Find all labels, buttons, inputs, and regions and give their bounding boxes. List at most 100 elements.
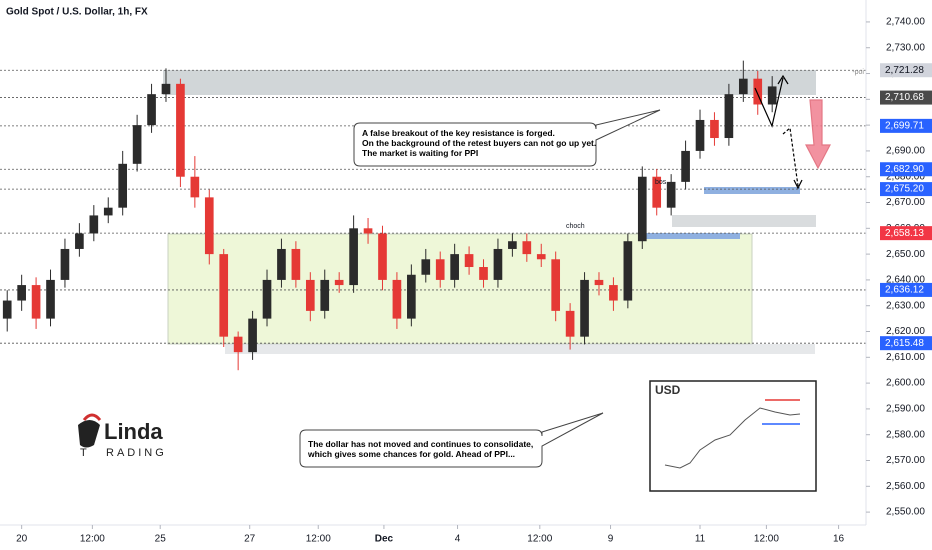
- candle-body: [305, 279, 315, 311]
- y-tick-label: 2,640.00: [886, 275, 925, 286]
- demand-zone: [704, 187, 800, 194]
- y-tick-label: 2,730.00: [886, 42, 925, 53]
- y-tick-label: 2,630.00: [886, 300, 925, 311]
- price-label: 2,710.68: [885, 92, 924, 103]
- candles: [2, 60, 777, 371]
- support-zone: [225, 344, 815, 354]
- x-tick-label: 27: [244, 534, 256, 545]
- x-tick-label: 12:00: [754, 534, 779, 545]
- price-label: 2,682.90: [885, 164, 924, 175]
- candle-body: [594, 279, 604, 286]
- candle-body: [508, 241, 517, 249]
- gray-zone: [672, 215, 816, 227]
- logo: Linda T RADING: [78, 413, 167, 459]
- arrow-head: [777, 74, 789, 85]
- candle-body: [161, 83, 171, 95]
- candle-body: [320, 279, 330, 311]
- y-tick-label: 2,560.00: [886, 481, 925, 492]
- x-tick-label: 9: [608, 534, 614, 545]
- candle-body: [248, 318, 257, 353]
- drawings: [754, 74, 831, 190]
- price-label-box: [880, 226, 932, 241]
- x-tick-label: 25: [155, 534, 167, 545]
- y-tick-label: 2,680.00: [886, 171, 925, 182]
- callout: [299, 412, 604, 468]
- candle-body: [580, 279, 589, 337]
- candle-body: [60, 248, 70, 280]
- logo-text: RADING: [106, 447, 167, 459]
- candle-body: [75, 233, 84, 249]
- inset-title: USD: [655, 383, 681, 397]
- price-label-box: [880, 336, 932, 351]
- candle-body: [204, 197, 214, 255]
- candle-body: [262, 279, 272, 319]
- candle-body: [233, 336, 243, 353]
- candle-body: [132, 125, 142, 164]
- annotation: On the background of the retest buyers c…: [362, 138, 596, 148]
- annotation: A false breakout of the key resistance i…: [362, 128, 555, 138]
- arrow-path: [754, 77, 784, 128]
- candle-body: [623, 241, 633, 301]
- x-tick-label: 11: [695, 534, 706, 545]
- y-tick-label: 2,740.00: [886, 17, 925, 28]
- price-label: 2,699.71: [885, 121, 924, 132]
- y-tick-label: 2,550.00: [886, 507, 925, 518]
- candle-body: [522, 241, 532, 255]
- candle-body: [767, 86, 777, 105]
- price-label: 2,615.48: [885, 338, 924, 349]
- resistance-zone: [163, 70, 816, 95]
- candle-body: [103, 207, 113, 216]
- candle-body: [435, 259, 445, 280]
- candle-body: [349, 228, 358, 286]
- price-label: 2,675.20: [885, 184, 924, 195]
- candle-body: [190, 176, 200, 198]
- x-tick-label: 12:00: [80, 534, 105, 545]
- candle-body: [479, 267, 488, 280]
- price-label-box: [880, 63, 932, 78]
- price-label-box: [880, 162, 932, 177]
- annotation: which gives some chances for gold. Ahead…: [307, 449, 515, 459]
- price-label-box: [880, 182, 932, 197]
- candle-body: [176, 83, 185, 177]
- candle-body: [609, 285, 618, 301]
- y-tick-label: 2,690.00: [886, 146, 925, 157]
- axes: 2,550.00 2,560.00 2,570.00 2,580.00 2,590.00…: [16, 17, 932, 545]
- candle-body: [46, 279, 55, 319]
- logo-icon: [78, 420, 100, 448]
- candle-body: [464, 254, 474, 268]
- candle-body: [219, 254, 229, 337]
- x-tick-label: 12:00: [306, 534, 331, 545]
- annotation: -poi: [852, 69, 864, 76]
- candle-body: [378, 233, 387, 280]
- candle-body: [666, 181, 676, 208]
- x-tick-label: Dec: [375, 534, 394, 545]
- y-tick-label: 2,600.00: [886, 378, 925, 389]
- candle-body: [450, 254, 459, 280]
- logo-hat: [82, 413, 102, 421]
- price-label: 2,658.13: [885, 228, 924, 239]
- price-label: 2,636.12: [885, 285, 924, 296]
- inset-line: [664, 407, 801, 469]
- candle-body: [695, 119, 705, 151]
- price-label-box: [880, 118, 932, 133]
- levels: [0, 69, 866, 344]
- x-tick-label: 20: [16, 534, 28, 545]
- callout: [353, 109, 661, 167]
- y-tick-label: 2,570.00: [886, 455, 925, 466]
- candle-body: [493, 248, 503, 280]
- candle-body: [277, 248, 286, 280]
- y-tick-label: 2,620.00: [886, 326, 925, 337]
- logo-text: T: [80, 447, 90, 459]
- annotation: The dollar has not moved and continues t…: [308, 439, 533, 449]
- candle-body: [637, 176, 647, 242]
- candle-body: [89, 215, 99, 234]
- price-label-box: [880, 90, 932, 105]
- candle-body: [291, 248, 301, 280]
- annotation: bos: [655, 179, 667, 186]
- annotation: choch: [566, 223, 585, 230]
- y-tick-label: 2,670.00: [886, 197, 925, 208]
- candle-body: [334, 279, 344, 286]
- y-tick-label: 2,590.00: [886, 404, 925, 415]
- candle-body: [710, 119, 719, 139]
